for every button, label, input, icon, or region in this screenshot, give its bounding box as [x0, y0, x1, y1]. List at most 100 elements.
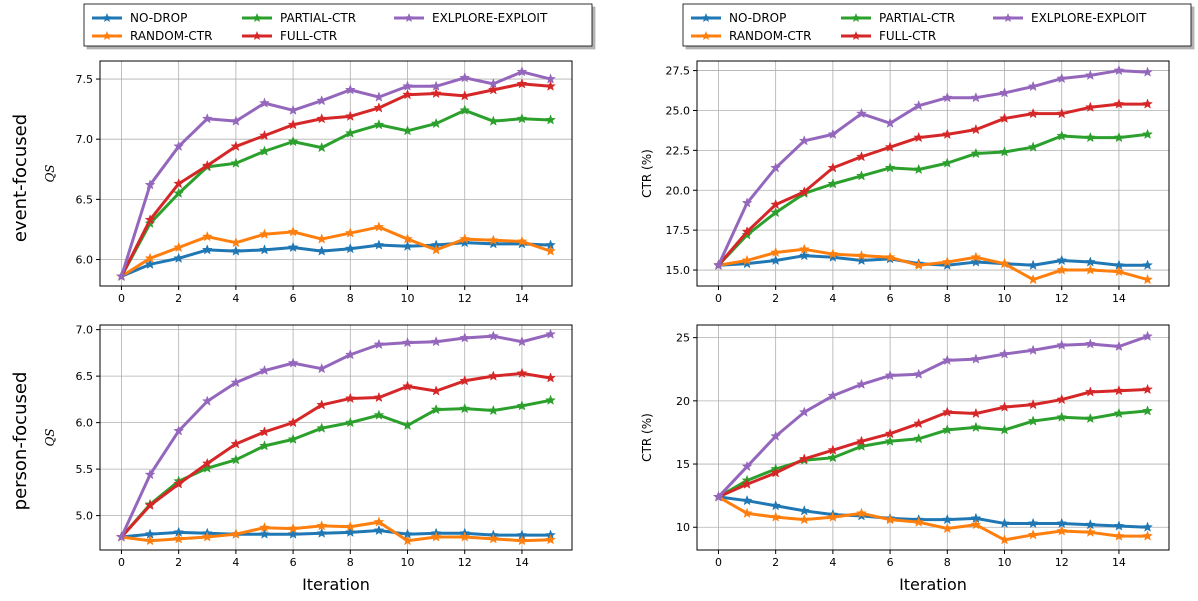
series-partial-ctr [713, 405, 1153, 502]
x-tick-label: 14 [515, 556, 529, 569]
data-point [1027, 344, 1039, 355]
series-line-random-ctr [120, 225, 552, 278]
data-point [999, 517, 1010, 529]
data-point [230, 376, 242, 388]
x-tick-label: 2 [772, 292, 779, 305]
legend-left: NO-DROP RANDOM-CTR PARTIAL-CTR FULL-CTR EXLP… [83, 3, 593, 47]
data-point [287, 104, 299, 115]
data-point [516, 113, 528, 124]
data-point [316, 362, 328, 374]
data-point [856, 170, 867, 181]
legend-box [83, 3, 593, 47]
y-tick-label: 6.5 [76, 370, 94, 383]
data-point [913, 99, 925, 111]
data-point [827, 390, 839, 401]
data-point [201, 230, 213, 242]
data-point [1084, 131, 1096, 143]
data-point [856, 254, 867, 266]
data-point [344, 110, 356, 121]
data-point [516, 66, 528, 77]
series-line-full-ctr [717, 102, 1148, 267]
data-point [1142, 66, 1153, 77]
data-point [373, 409, 385, 420]
data-point [459, 531, 471, 542]
data-point [516, 534, 528, 546]
data-point [144, 214, 156, 225]
series-line-partial-ctr [120, 398, 551, 538]
data-point [770, 162, 782, 173]
x-axis-label: Iteration [899, 575, 967, 594]
data-point [999, 87, 1010, 98]
data-point [430, 385, 442, 396]
x-tick-label: 0 [118, 556, 125, 569]
data-point [999, 257, 1010, 269]
data-point [1027, 259, 1039, 270]
data-point [487, 330, 499, 341]
data-point [913, 163, 925, 175]
panel-event-ctr: 0 2 4 6 8 10 12 14 15.0 17.5 20.0 22.5 25.0 27.5 CTR (… [640, 60, 1170, 305]
data-point [373, 338, 385, 350]
data-point [287, 416, 299, 428]
data-point [1113, 385, 1125, 396]
data-point [1027, 398, 1039, 410]
data-point [856, 435, 867, 446]
data-point [144, 534, 156, 546]
data-point [516, 400, 528, 411]
data-point [173, 140, 185, 152]
x-tick-label: 12 [1055, 556, 1069, 569]
data-point [1142, 259, 1153, 270]
data-point [1056, 254, 1068, 266]
x-tick-label: 10 [401, 292, 415, 305]
data-point [287, 433, 299, 444]
series-line-full-ctr [120, 371, 551, 538]
data-point [316, 233, 328, 244]
series-line-full-ctr [717, 387, 1148, 499]
data-point [1142, 98, 1153, 109]
data-point [144, 499, 156, 510]
data-point [741, 229, 753, 240]
data-point [827, 128, 839, 140]
data-point [941, 513, 953, 525]
legend-marker [701, 13, 711, 23]
x-tick-label: 6 [887, 556, 894, 569]
data-point [913, 417, 925, 429]
data-point [798, 135, 810, 146]
data-point [941, 406, 953, 417]
series-line-no-drop [120, 241, 551, 278]
data-point [999, 534, 1010, 545]
data-point [913, 259, 925, 270]
data-point [545, 245, 556, 256]
data-point [373, 239, 385, 250]
y-tick-label: 6.0 [76, 254, 94, 267]
x-tick-label: 6 [887, 292, 894, 305]
data-point [941, 91, 953, 103]
legend-marker [1003, 13, 1013, 23]
data-point [259, 129, 270, 141]
data-point [316, 422, 328, 433]
data-point [316, 520, 328, 531]
x-axis-label: Iteration [302, 575, 370, 594]
y-tick-label: 5.5 [76, 463, 94, 476]
data-point [1113, 98, 1125, 109]
data-point [1056, 72, 1068, 84]
x-tick-label: 10 [401, 556, 415, 569]
data-point [173, 425, 185, 436]
data-point [1113, 64, 1125, 76]
data-point [173, 533, 185, 544]
data-point [970, 123, 982, 135]
x-tick-label: 10 [998, 556, 1012, 569]
data-point [173, 252, 185, 263]
data-point [999, 401, 1010, 412]
data-point [201, 244, 213, 255]
series-line-partial-ctr [120, 108, 551, 278]
y-tick-label: 25.0 [666, 104, 691, 117]
data-point [373, 516, 385, 527]
y-tick-label: 15.0 [666, 264, 691, 277]
data-point [1113, 265, 1125, 277]
data-point [856, 440, 867, 451]
data-point [287, 357, 299, 368]
series-exlplore-exploit [116, 328, 556, 542]
y-tick-label: 22.5 [666, 144, 691, 157]
axes-frame [696, 324, 1170, 551]
data-point [287, 522, 299, 534]
